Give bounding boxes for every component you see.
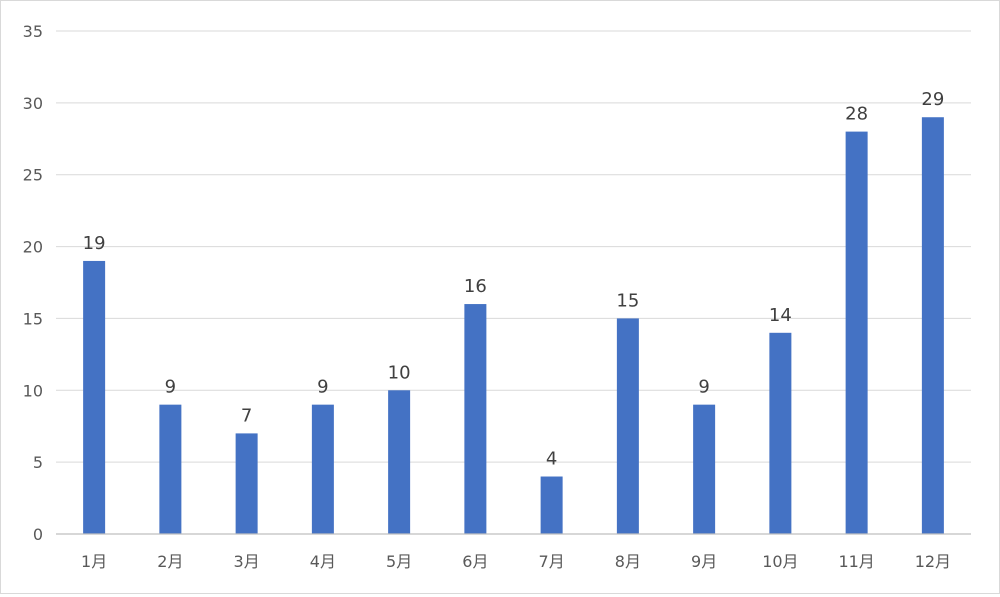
x-tick-label: 9月 xyxy=(691,552,717,571)
y-tick-label: 0 xyxy=(33,525,43,544)
x-tick-label: 1月 xyxy=(81,552,107,571)
data-label: 9 xyxy=(317,377,328,398)
data-label: 16 xyxy=(464,276,487,297)
data-label: 4 xyxy=(546,449,557,470)
data-label: 28 xyxy=(845,104,868,125)
y-tick-label: 20 xyxy=(23,238,43,257)
data-label: 9 xyxy=(165,377,176,398)
bar xyxy=(159,404,182,534)
data-labels: 19 9 7 9 10 16 4 15 9 14 28 29 xyxy=(83,89,945,469)
data-label: 7 xyxy=(241,405,252,426)
bar xyxy=(311,404,334,534)
x-tick-label: 11月 xyxy=(838,552,874,571)
bar xyxy=(921,117,944,534)
bar xyxy=(693,404,716,534)
data-label: 19 xyxy=(83,233,106,254)
y-tick-label: 25 xyxy=(23,166,43,185)
x-tick-label: 8月 xyxy=(615,552,641,571)
bars xyxy=(83,117,944,534)
bar xyxy=(464,304,487,534)
y-tick-label: 10 xyxy=(23,381,43,400)
y-axis-ticks: 0 5 10 15 20 25 30 35 xyxy=(23,22,43,544)
bar xyxy=(616,318,639,534)
gridlines xyxy=(56,30,971,463)
data-label: 29 xyxy=(921,89,944,110)
data-label: 15 xyxy=(616,290,639,311)
data-label: 14 xyxy=(769,305,792,326)
data-label: 10 xyxy=(388,362,411,383)
y-tick-label: 35 xyxy=(23,22,43,41)
x-tick-label: 7月 xyxy=(539,552,565,571)
x-tick-label: 2月 xyxy=(157,552,183,571)
bar xyxy=(83,260,106,534)
x-axis-ticks: 1月 2月 3月 4月 5月 6月 7月 8月 9月 10月 11月 12月 xyxy=(81,552,951,571)
bar xyxy=(540,476,563,534)
bar xyxy=(845,131,868,534)
x-tick-label: 5月 xyxy=(386,552,412,571)
x-tick-label: 12月 xyxy=(915,552,951,571)
y-tick-label: 30 xyxy=(23,94,43,113)
x-tick-label: 4月 xyxy=(310,552,336,571)
bar xyxy=(388,390,411,534)
data-label: 9 xyxy=(698,377,709,398)
y-tick-label: 15 xyxy=(23,309,43,328)
y-tick-label: 5 xyxy=(33,453,43,472)
x-tick-label: 3月 xyxy=(234,552,260,571)
bar xyxy=(769,332,792,534)
x-tick-label: 6月 xyxy=(462,552,488,571)
bar xyxy=(235,433,258,534)
x-tick-label: 10月 xyxy=(762,552,798,571)
